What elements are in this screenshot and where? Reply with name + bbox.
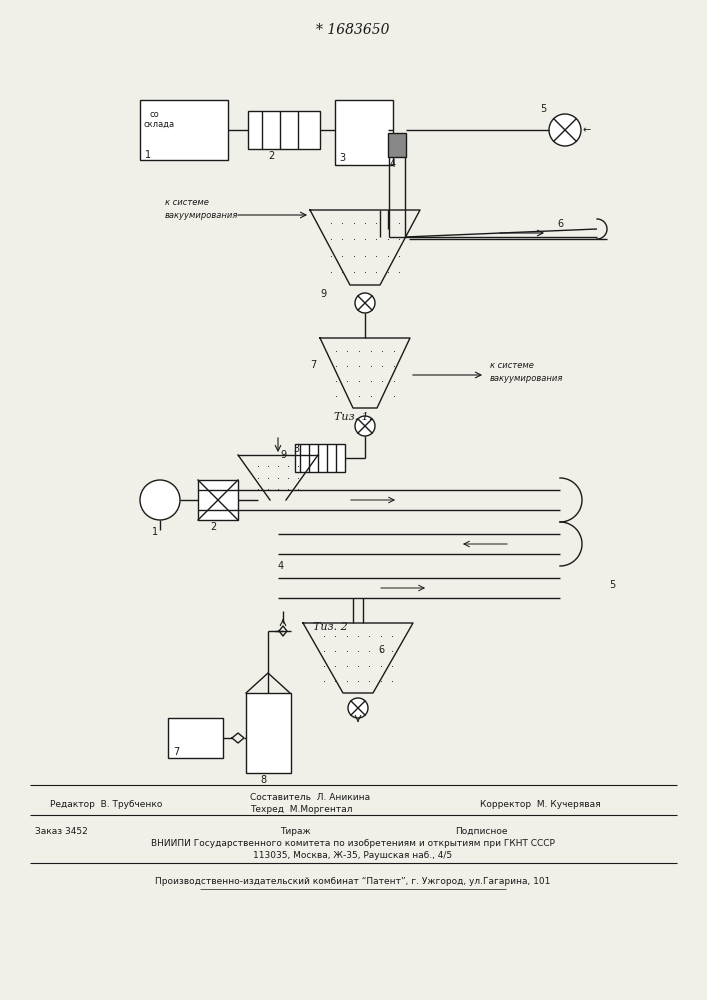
Text: Τиз. 1.: Τиз. 1. bbox=[334, 412, 372, 422]
Text: 113035, Москва, Ж-35, Раушская наб., 4/5: 113035, Москва, Ж-35, Раушская наб., 4/5 bbox=[253, 851, 452, 860]
Text: 9: 9 bbox=[320, 289, 326, 299]
Text: 1: 1 bbox=[152, 527, 158, 537]
Text: вакуумирования: вакуумирования bbox=[165, 211, 238, 220]
Text: к системе: к системе bbox=[490, 361, 534, 370]
Text: Тираж: Тираж bbox=[280, 827, 310, 836]
Bar bbox=[198, 480, 238, 520]
Text: склада: склада bbox=[144, 120, 175, 129]
Bar bbox=[335, 100, 393, 165]
Text: 7: 7 bbox=[310, 360, 316, 370]
Text: Производственно-издательский комбинат “Патент”, г. Ужгород, ул.Гагарина, 101: Производственно-издательский комбинат “П… bbox=[156, 877, 551, 886]
Bar bbox=[140, 100, 228, 160]
Text: * 1683650: * 1683650 bbox=[316, 23, 390, 37]
Text: 2: 2 bbox=[268, 151, 274, 161]
Text: 5: 5 bbox=[540, 104, 547, 114]
Text: ВНИИПИ Государственного комитета по изобретениям и открытиям при ГКНТ СССР: ВНИИПИ Государственного комитета по изоб… bbox=[151, 839, 555, 848]
Circle shape bbox=[355, 293, 375, 313]
Circle shape bbox=[355, 416, 375, 436]
Text: со: со bbox=[150, 110, 160, 119]
Text: Составитель  Л. Аникина: Составитель Л. Аникина bbox=[250, 793, 370, 802]
Circle shape bbox=[348, 698, 368, 718]
Text: 4: 4 bbox=[278, 561, 284, 571]
Text: 8: 8 bbox=[260, 775, 266, 785]
Text: Корректор  М. Кучерявая: Корректор М. Кучерявая bbox=[480, 800, 601, 809]
Circle shape bbox=[549, 114, 581, 146]
Text: 3: 3 bbox=[293, 444, 299, 454]
Text: 3: 3 bbox=[339, 153, 345, 163]
Text: 2: 2 bbox=[210, 522, 216, 532]
Text: Техред  М.Моргентал: Техред М.Моргентал bbox=[250, 805, 353, 814]
Text: 6: 6 bbox=[557, 219, 563, 229]
Text: Подписное: Подписное bbox=[455, 827, 508, 836]
Text: 1: 1 bbox=[145, 150, 151, 160]
Bar bbox=[388, 133, 406, 157]
Text: 7: 7 bbox=[173, 747, 180, 757]
Text: 9: 9 bbox=[280, 450, 286, 460]
Text: Τиз. 2: Τиз. 2 bbox=[312, 622, 347, 632]
Text: к системе: к системе bbox=[165, 198, 209, 207]
Text: Заказ 3452: Заказ 3452 bbox=[35, 827, 88, 836]
Bar bbox=[246, 693, 291, 773]
Text: Редактор  В. Трубченко: Редактор В. Трубченко bbox=[50, 800, 163, 809]
Text: 4: 4 bbox=[390, 159, 396, 169]
Text: вакуумирования: вакуумирования bbox=[490, 374, 563, 383]
Text: ←: ← bbox=[583, 125, 591, 135]
Bar bbox=[248, 111, 320, 149]
Circle shape bbox=[140, 480, 180, 520]
Text: 5: 5 bbox=[609, 580, 615, 590]
Text: 6: 6 bbox=[378, 645, 384, 655]
Bar bbox=[295, 444, 345, 472]
Bar bbox=[168, 718, 223, 758]
